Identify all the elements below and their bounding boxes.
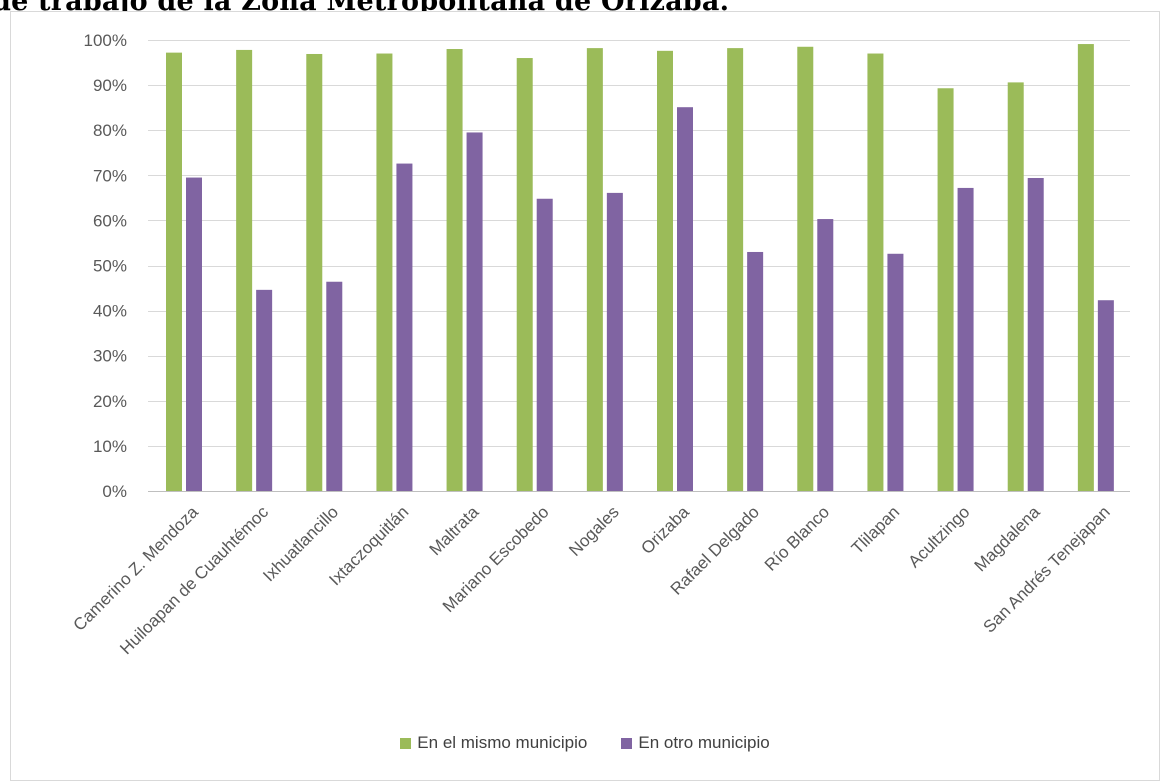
x-tick-label: Orizaba [637,502,693,558]
bar-mismo-municipio [937,88,954,491]
legend-item-otro-municipio[interactable]: En otro municipio [621,733,770,753]
x-tick-label: Río Blanco [761,502,833,574]
x-tick-label: Acultzingo [905,502,974,571]
bar-mismo-municipio [797,46,814,491]
y-tick-label: 0% [102,482,127,501]
bar-mismo-municipio [516,58,533,491]
bar-mismo-municipio [1007,82,1024,492]
y-tick-label: 20% [93,392,127,411]
x-tick-label: Tlilapan [848,502,904,558]
x-tick-label: Camerino Z. Mendoza [70,502,203,635]
bar-mismo-municipio [306,53,323,492]
bar-mismo-municipio [166,52,182,492]
bar-otro-municipio [1027,178,1044,492]
legend-label-mismo-municipio: En el mismo municipio [417,733,588,752]
bar-mismo-municipio [1077,44,1094,492]
legend-swatch-mismo-municipio [400,737,412,749]
y-tick-label: 40% [93,302,127,321]
chart-legend: En el mismo municipio En otro municipio [0,733,1170,753]
bar-mismo-municipio [727,48,744,491]
bar-otro-municipio [606,192,623,491]
bar-otro-municipio [887,253,904,491]
bar-otro-municipio [677,107,693,491]
y-tick-label: 60% [93,211,127,230]
x-tick-label: San Andrés Tenejapan [980,502,1114,636]
x-tick-label: Magdalena [971,502,1044,575]
bar-otro-municipio [256,289,273,491]
bar-otro-municipio [1097,300,1114,491]
bar-mismo-municipio [867,53,884,491]
bar-otro-municipio [747,251,764,491]
bar-otro-municipio [396,163,413,491]
bar-mismo-municipio [446,49,463,492]
bar-otro-municipio [817,219,834,491]
bar-otro-municipio [536,198,553,491]
y-tick-label: 30% [93,347,127,366]
y-tick-label: 70% [93,166,127,185]
y-tick-label: 100% [84,31,127,50]
x-tick-label: Nogales [565,502,623,560]
x-tick-label: Maltrata [426,502,483,559]
bar-otro-municipio [466,132,483,491]
legend-item-mismo-municipio[interactable]: En el mismo municipio [400,733,587,753]
y-tick-label: 10% [93,437,127,456]
bar-mismo-municipio [376,53,393,491]
bar-otro-municipio [326,281,343,491]
x-tick-label: Huiloapan de Cuauhtémoc [116,502,272,658]
y-tick-label: 50% [93,257,127,276]
bar-otro-municipio [957,187,974,492]
bar-mismo-municipio [586,48,603,491]
bar-mismo-municipio [236,49,253,492]
legend-label-otro-municipio: En otro municipio [638,733,770,752]
bar-otro-municipio [186,177,202,491]
y-tick-label: 80% [93,121,127,140]
legend-swatch-otro-municipio [621,737,633,749]
bar-mismo-municipio [657,50,673,491]
y-tick-label: 90% [93,76,127,95]
